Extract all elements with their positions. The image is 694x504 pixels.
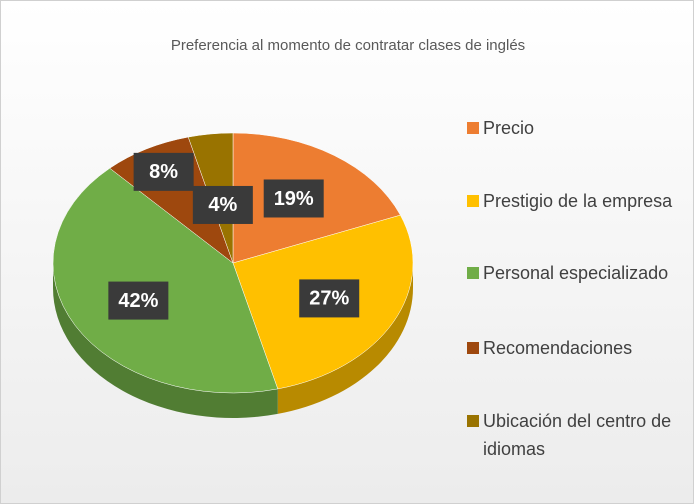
legend-label: Precio [483,118,535,138]
data-label-text: 42% [118,290,158,312]
legend-swatch [467,415,479,427]
data-label: 27% [299,279,360,318]
legend-swatch [467,267,479,279]
data-label: 42% [108,281,169,320]
data-label-box [299,279,360,318]
pie-slice-side [53,263,278,418]
legend-item: Precio [467,114,682,142]
legend-label: Prestigio de la empresa [483,191,673,211]
legend-item: Recomendaciones [467,334,682,362]
data-label-text: 27% [309,288,349,310]
data-label-box [108,281,169,320]
legend-label: Ubicación del centro de idiomas [483,411,672,459]
legend-item: Prestigio de la empresa [467,187,682,215]
data-label-text: 4% [208,194,237,216]
legend-swatch [467,195,479,207]
data-label-text: 19% [274,188,314,210]
data-label-box [263,179,324,218]
legend-swatch [467,122,479,134]
chart-title: Preferencia al momento de contratar clas… [171,37,525,54]
data-label-text: 8% [149,161,178,183]
data-label: 8% [133,152,194,191]
pie-slice-side [277,263,413,414]
data-label: 19% [263,179,324,218]
legend-label: Personal especializado [483,263,669,283]
data-label-box [133,152,194,191]
legend-swatch [467,342,479,354]
data-label: 4% [192,185,253,224]
pie-slice [52,167,279,394]
legend-item: Ubicación del centro de idiomas [467,407,682,463]
legend-item: Personal especializado [467,259,682,287]
data-label-box [192,185,253,224]
legend-label: Recomendaciones [483,338,633,358]
